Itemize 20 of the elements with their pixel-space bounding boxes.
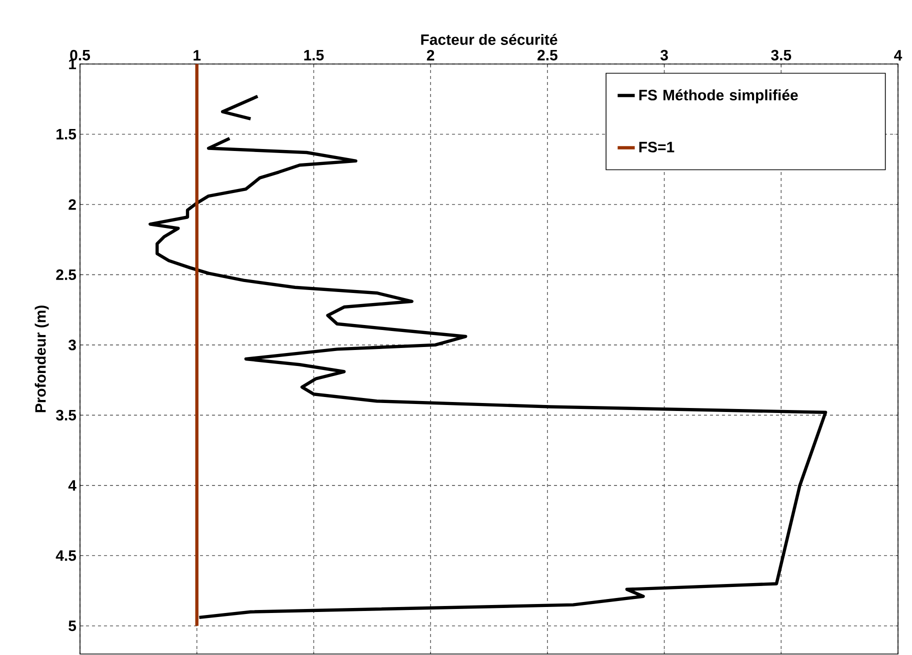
y-tick-label: 2.5 <box>56 269 76 280</box>
x-tick-label: 0.5 <box>70 50 90 60</box>
y-tick-label: 5 <box>68 620 76 632</box>
y-tick-label: 2 <box>68 199 76 210</box>
x-tick-label: 2.5 <box>538 50 558 60</box>
x-tick-label: 4 <box>894 50 902 60</box>
y-tick-label: 4 <box>68 480 76 491</box>
legend-label: FS Méthode simplifiée <box>639 89 798 104</box>
y-tick-label: 1.5 <box>56 129 76 140</box>
y-tick-label: 3 <box>68 340 76 350</box>
y-tick-label: 3.5 <box>56 410 76 421</box>
legend-label: FS=1 <box>639 142 674 152</box>
x-axis-title: Facteur de sécurité <box>421 34 558 45</box>
y-axis-title: Profondeur (m) <box>34 306 49 412</box>
y-tick-label: 4.5 <box>56 550 76 561</box>
x-tick-label: 1.5 <box>304 50 324 60</box>
x-tick-label: 1 <box>194 50 201 60</box>
x-tick-label: 2 <box>426 50 434 60</box>
x-tick-label: 3 <box>660 50 668 60</box>
x-tick-label: 3.5 <box>771 50 792 60</box>
